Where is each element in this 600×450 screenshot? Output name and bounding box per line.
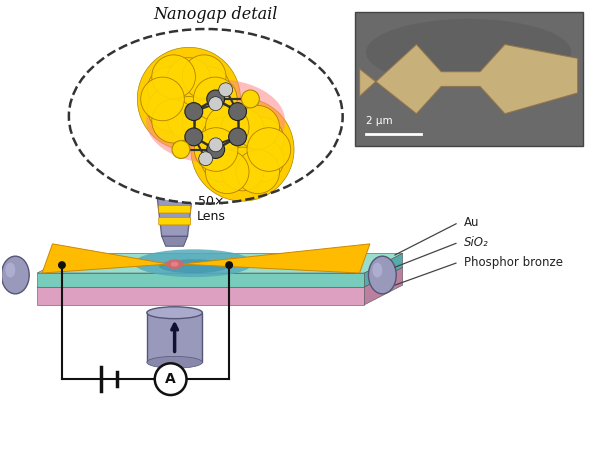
Polygon shape (37, 253, 403, 273)
Circle shape (191, 98, 294, 201)
Circle shape (137, 47, 241, 150)
Ellipse shape (147, 356, 202, 368)
Circle shape (207, 140, 224, 158)
Ellipse shape (176, 96, 256, 146)
FancyBboxPatch shape (159, 206, 190, 213)
Circle shape (247, 128, 290, 171)
Polygon shape (42, 244, 169, 273)
Circle shape (152, 99, 196, 143)
Circle shape (148, 67, 191, 110)
Circle shape (240, 117, 284, 161)
Circle shape (167, 77, 211, 121)
Text: 50×
Lens: 50× Lens (196, 194, 226, 223)
Circle shape (209, 97, 223, 111)
Text: Phosphor bronze: Phosphor bronze (464, 256, 563, 269)
Ellipse shape (1, 256, 29, 294)
Circle shape (155, 363, 187, 395)
Text: 2 μm: 2 μm (367, 116, 393, 126)
Circle shape (152, 55, 196, 99)
Circle shape (229, 128, 247, 146)
Circle shape (194, 128, 238, 171)
Circle shape (240, 138, 284, 182)
Circle shape (167, 97, 211, 140)
Ellipse shape (5, 263, 16, 278)
Circle shape (182, 99, 226, 143)
Circle shape (225, 261, 233, 269)
Circle shape (193, 77, 237, 121)
Circle shape (185, 128, 203, 146)
Ellipse shape (147, 307, 202, 319)
Circle shape (187, 88, 230, 131)
Text: Au: Au (464, 216, 479, 229)
Circle shape (182, 55, 226, 99)
Text: SiO₂: SiO₂ (464, 236, 488, 249)
Circle shape (167, 58, 211, 101)
Polygon shape (162, 236, 188, 246)
Circle shape (140, 77, 184, 121)
Circle shape (201, 117, 245, 161)
Ellipse shape (146, 79, 285, 163)
Ellipse shape (368, 256, 396, 294)
Circle shape (199, 152, 212, 166)
Ellipse shape (373, 263, 382, 278)
Polygon shape (37, 267, 403, 287)
Text: Nanogap detail: Nanogap detail (154, 6, 278, 23)
Circle shape (229, 103, 247, 121)
Polygon shape (181, 244, 370, 273)
Polygon shape (156, 185, 193, 236)
FancyBboxPatch shape (355, 12, 583, 146)
Polygon shape (364, 253, 403, 287)
Circle shape (205, 150, 249, 194)
Ellipse shape (170, 261, 179, 266)
Ellipse shape (69, 29, 343, 203)
Circle shape (207, 90, 224, 108)
Ellipse shape (159, 259, 229, 273)
Circle shape (236, 105, 280, 149)
Polygon shape (147, 313, 202, 362)
Circle shape (58, 261, 66, 269)
Polygon shape (359, 45, 578, 114)
Circle shape (219, 83, 233, 97)
Circle shape (241, 90, 259, 108)
Ellipse shape (166, 259, 184, 269)
Circle shape (236, 150, 280, 194)
Ellipse shape (366, 19, 571, 86)
FancyBboxPatch shape (159, 217, 190, 225)
Circle shape (221, 108, 264, 152)
Polygon shape (364, 267, 403, 305)
Circle shape (221, 128, 264, 171)
Circle shape (185, 103, 203, 121)
Circle shape (172, 140, 190, 158)
Circle shape (209, 138, 223, 152)
Circle shape (221, 147, 264, 191)
Circle shape (201, 138, 245, 182)
Circle shape (187, 67, 230, 110)
Text: A: A (165, 372, 176, 386)
Ellipse shape (134, 249, 253, 277)
Circle shape (148, 88, 191, 131)
Polygon shape (37, 273, 364, 287)
Circle shape (205, 105, 249, 149)
Polygon shape (37, 287, 364, 305)
